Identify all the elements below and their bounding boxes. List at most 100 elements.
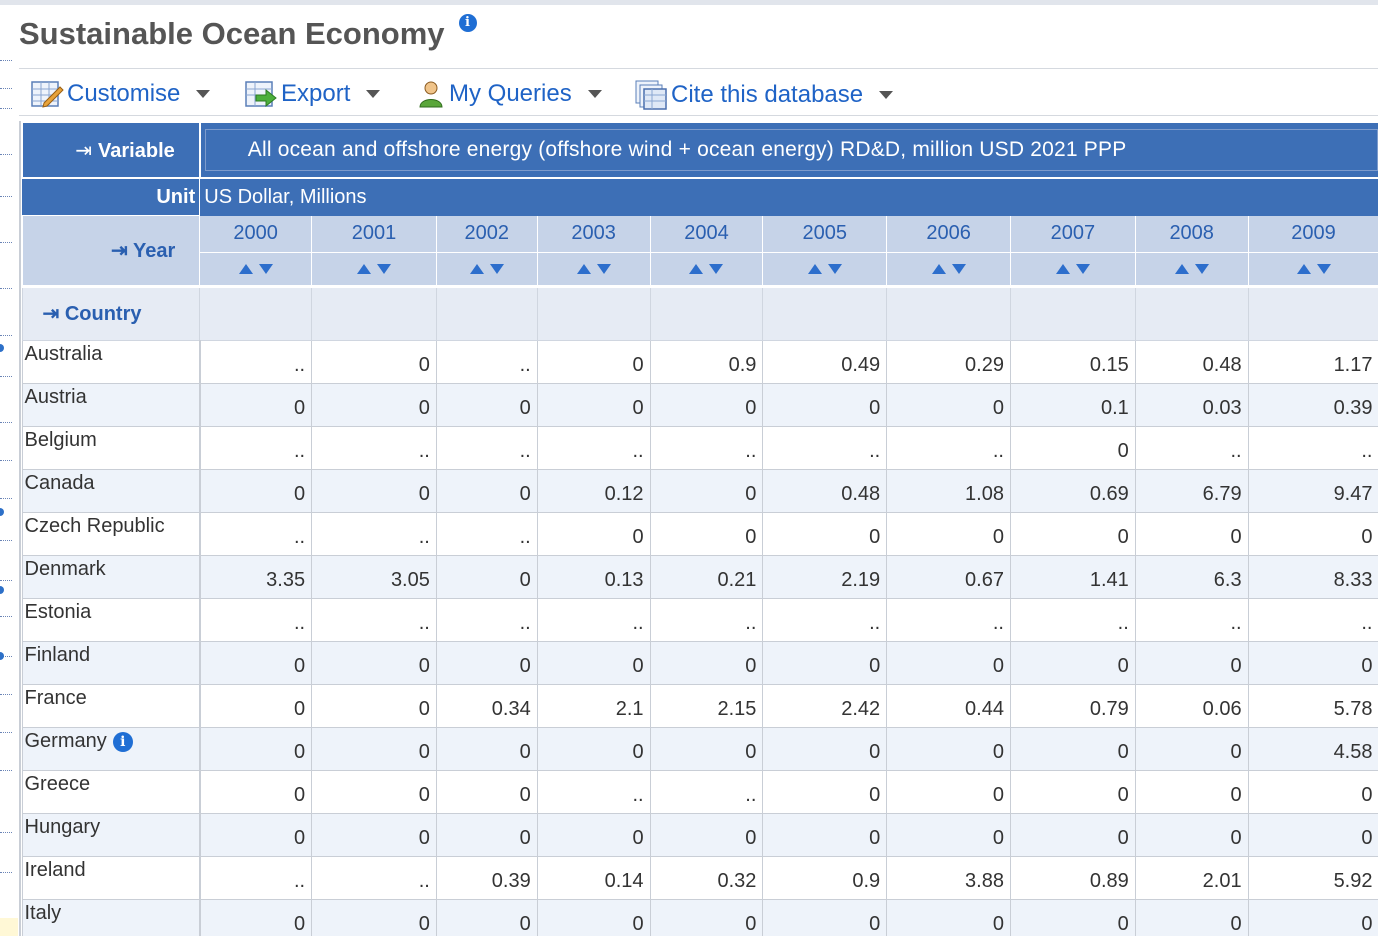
table-cell: 0 — [1247, 640, 1378, 685]
sort-descending-icon[interactable] — [1316, 264, 1331, 274]
table-row: Ireland.... 0.39 0.14 0.32 0.9 3.88 0.89 2.01 5.… — [21, 855, 1378, 900]
data-table-container: ⇥ Variable All ocean and offshore energy … — [19, 121, 1378, 936]
table-cell: 0 — [536, 898, 651, 936]
my-queries-label: My Queries — [449, 80, 572, 107]
country-name: France — [24, 686, 87, 709]
table-cell: 0 — [536, 812, 651, 857]
info-icon[interactable]: i — [112, 731, 133, 752]
table-cell: 0 — [886, 382, 1011, 427]
table-cell: 1.41 — [1009, 554, 1136, 599]
sort-ascending-icon[interactable] — [238, 264, 253, 274]
sort-descending-icon[interactable] — [376, 264, 391, 274]
table-cell: 0 — [435, 769, 538, 814]
header-spacer-cell — [199, 284, 313, 341]
year-column-header[interactable]: 2006 — [886, 215, 1011, 252]
table-cell: .. — [311, 511, 437, 556]
row-header-country: Italy — [21, 898, 201, 936]
sort-descending-icon[interactable] — [489, 264, 504, 274]
sort-ascending-icon[interactable] — [807, 264, 822, 274]
year-column-header[interactable]: 2007 — [1009, 215, 1136, 252]
customise-menu[interactable]: Customise — [30, 79, 211, 109]
table-cell: 0.12 — [536, 468, 651, 513]
table-cell: 0 — [311, 382, 437, 427]
my-queries-menu[interactable]: My Queries — [416, 79, 602, 109]
variable-value[interactable]: All ocean and offshore energy (offshore … — [204, 129, 1377, 171]
table-cell: 0.13 — [536, 554, 651, 599]
table-cell: 0.32 — [649, 855, 764, 900]
table-cell: 4.58 — [1247, 726, 1378, 771]
sort-descending-icon[interactable] — [709, 264, 724, 274]
sort-descending-icon[interactable] — [258, 264, 273, 274]
sort-controls — [1009, 251, 1136, 286]
year-column-header[interactable]: 2008 — [1134, 215, 1249, 252]
table-cell: 0 — [199, 898, 313, 936]
sort-descending-icon[interactable] — [951, 264, 966, 274]
sort-descending-icon[interactable] — [596, 264, 611, 274]
table-cell: 0 — [762, 898, 888, 936]
year-column-header[interactable]: 2004 — [649, 215, 764, 252]
year-dimension-header[interactable]: ⇥ Year — [21, 215, 201, 287]
export-menu[interactable]: Export — [244, 79, 381, 109]
cite-database-menu[interactable]: Cite this database — [634, 79, 894, 111]
table-cell: 0 — [1134, 898, 1249, 936]
table-cell: 8.33 — [1247, 554, 1378, 599]
left-frame-edge — [0, 60, 14, 936]
table-cell: 0 — [1247, 812, 1378, 857]
frame-corner — [0, 918, 18, 936]
table-cell: 0.79 — [1009, 683, 1136, 728]
country-dimension-header[interactable]: ⇥ Country — [21, 284, 201, 341]
table-cell: 0 — [435, 812, 538, 857]
sort-ascending-icon[interactable] — [1174, 264, 1189, 274]
table-cell: .. — [1247, 425, 1378, 470]
year-column-header[interactable]: 2000 — [199, 215, 313, 252]
table-cell: .. — [536, 425, 651, 470]
table-cell: 0.1 — [1009, 382, 1136, 427]
sort-ascending-icon[interactable] — [1296, 264, 1311, 274]
info-icon[interactable]: i — [458, 14, 477, 32]
year-column-header[interactable]: 2005 — [762, 215, 888, 252]
table-cell: 2.15 — [649, 683, 764, 728]
table-cell: 0 — [886, 812, 1011, 857]
table-row: Germany i 0 0 0 0 0 0 0 0 0 4.58 — [21, 726, 1378, 771]
table-cell: 0 — [199, 468, 313, 513]
table-cell: .. — [311, 597, 437, 642]
year-column-header[interactable]: 2001 — [311, 215, 437, 252]
sort-descending-icon[interactable] — [827, 264, 842, 274]
variable-label: Variable — [98, 139, 175, 162]
unit-label: Unit — [22, 178, 201, 216]
table-cell: 0 — [199, 769, 313, 814]
sort-ascending-icon[interactable] — [576, 264, 591, 274]
table-cell: 0 — [886, 898, 1011, 936]
sort-ascending-icon[interactable] — [469, 264, 484, 274]
sort-ascending-icon[interactable] — [689, 264, 704, 274]
variable-selector[interactable]: All ocean and offshore energy (offshore … — [198, 121, 1378, 179]
table-cell: 0 — [435, 640, 538, 685]
table-cell: 0 — [435, 468, 538, 513]
table-cell: 0.44 — [886, 683, 1011, 728]
table-row: Finland 0 0 0 0 0 0 0 0 0 0 — [21, 640, 1378, 685]
cite-icon — [635, 80, 667, 110]
variable-dimension-header[interactable]: ⇥ Variable — [21, 121, 201, 179]
table-cell: 0 — [1134, 640, 1249, 685]
year-column-header[interactable]: 2003 — [536, 215, 651, 252]
table-cell: .. — [199, 855, 313, 900]
country-name: Australia — [24, 342, 103, 365]
table-row: France 0 0 0.34 2.1 2.15 2.42 0.44 0.79 0.06 5.78 — [21, 683, 1378, 728]
table-cell: 6.79 — [1134, 468, 1249, 513]
header-spacer-cell — [435, 284, 538, 341]
table-cell: 9.47 — [1247, 468, 1378, 513]
sort-ascending-icon[interactable] — [356, 264, 371, 274]
sort-descending-icon[interactable] — [1194, 264, 1209, 274]
row-header-country: Canada — [21, 468, 201, 513]
sort-controls — [762, 251, 888, 286]
table-cell: 0 — [649, 511, 764, 556]
year-column-header[interactable]: 2002 — [435, 215, 538, 252]
row-header-country: Australia — [21, 339, 201, 384]
sort-descending-icon[interactable] — [1075, 264, 1090, 274]
table-cell: .. — [1009, 597, 1136, 642]
sort-controls — [199, 251, 313, 286]
sort-ascending-icon[interactable] — [931, 264, 946, 274]
sort-ascending-icon[interactable] — [1055, 264, 1070, 274]
table-cell: 0 — [1009, 812, 1136, 857]
year-column-header[interactable]: 2009 — [1247, 215, 1378, 252]
